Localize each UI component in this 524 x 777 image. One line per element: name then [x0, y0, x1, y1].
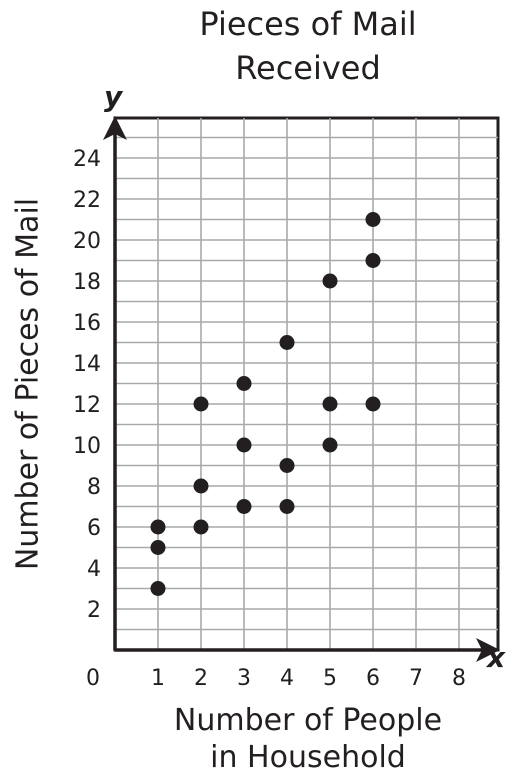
x-tick-label: 5 — [323, 666, 337, 691]
y-tick-label: 18 — [73, 270, 101, 295]
origin-label: 0 — [86, 666, 100, 691]
y-tick-label: 16 — [73, 311, 101, 336]
grid-lines — [115, 118, 498, 650]
chart-title-line-2: Received — [235, 49, 381, 87]
data-point — [150, 581, 166, 596]
x-tick-label: 7 — [409, 666, 423, 691]
y-tick-label: 20 — [73, 229, 101, 254]
data-points — [150, 212, 381, 596]
y-tick-label: 8 — [87, 475, 101, 500]
chart-title-line-1: Pieces of Mail — [199, 5, 417, 43]
x-axis-arrow — [476, 638, 500, 662]
y-tick-label: 10 — [73, 434, 101, 459]
y-tick-label: 12 — [73, 393, 101, 418]
data-point — [279, 458, 295, 473]
data-point — [193, 396, 209, 412]
x-tick-label: 3 — [237, 666, 251, 691]
x-tick-label: 6 — [366, 666, 380, 691]
data-point — [322, 437, 338, 453]
y-axis-arrow — [103, 116, 127, 140]
data-point — [279, 335, 295, 350]
data-point — [150, 519, 166, 535]
y-axis-letter: y — [104, 80, 124, 113]
data-point — [150, 540, 166, 555]
data-point — [236, 437, 252, 453]
axes — [103, 116, 500, 662]
x-tick-label: 2 — [194, 666, 208, 691]
data-point — [322, 273, 338, 289]
y-tick-label: 24 — [73, 147, 101, 172]
data-point — [365, 212, 381, 227]
y-tick-label: 14 — [73, 352, 101, 377]
data-point — [279, 499, 295, 514]
data-point — [236, 499, 252, 514]
data-point — [365, 396, 381, 412]
data-point — [322, 396, 338, 412]
x-tick-label: 8 — [452, 666, 466, 691]
y-tick-label: 6 — [87, 516, 101, 541]
y-tick-label: 22 — [73, 188, 101, 213]
x-axis-label-line-2: in Household — [210, 740, 406, 775]
x-axis-label-line-1: Number of People — [173, 703, 443, 738]
data-point — [365, 253, 381, 268]
x-tick-label: 4 — [280, 666, 294, 691]
x-axis-letter: x — [485, 641, 506, 674]
y-tick-label: 4 — [87, 557, 101, 582]
x-tick-label: 1 — [151, 666, 165, 691]
data-point — [236, 376, 252, 391]
x-tick-labels: 1 2 3 4 5 6 7 8 — [151, 666, 466, 691]
data-point — [193, 478, 209, 494]
data-point — [193, 519, 209, 535]
y-tick-label: 2 — [87, 598, 101, 623]
